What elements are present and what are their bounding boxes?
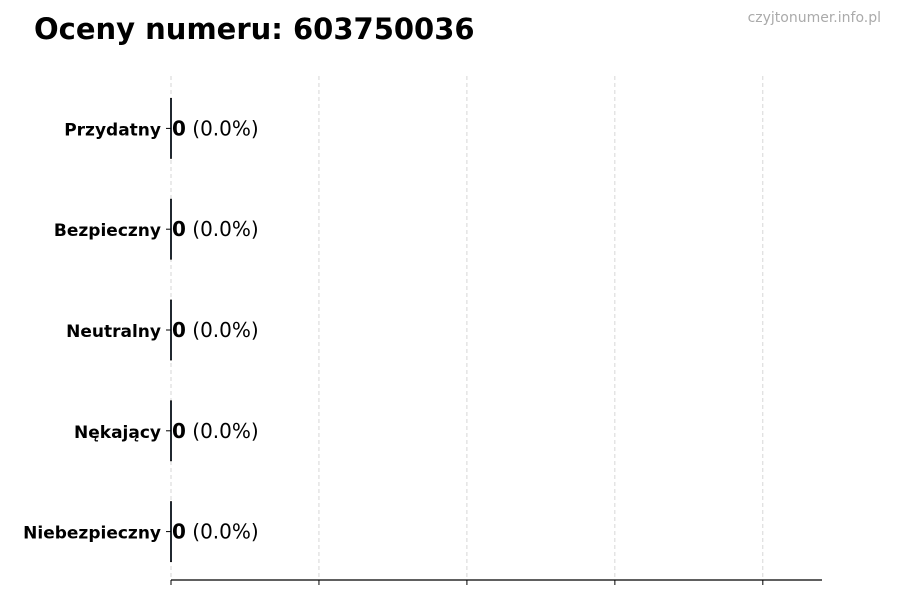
y-tick-label: Niebezpieczny (23, 524, 161, 544)
data-label: 0 (0.0%) (172, 318, 259, 342)
data-label: 0 (0.0%) (172, 520, 259, 544)
y-tick-label: Nękający (74, 423, 161, 443)
y-tick-label: Przydatny (64, 120, 161, 140)
y-tick-label: Bezpieczny (54, 221, 161, 241)
data-label: 0 (0.0%) (172, 217, 259, 241)
watermark: czyjtonumer.info.pl (747, 10, 881, 26)
data-label: 0 (0.0%) (172, 419, 259, 443)
data-label: 0 (0.0%) (172, 116, 259, 140)
y-tick-label: Neutralny (66, 322, 161, 342)
chart-title: Oceny numeru: 603750036 (34, 12, 475, 46)
